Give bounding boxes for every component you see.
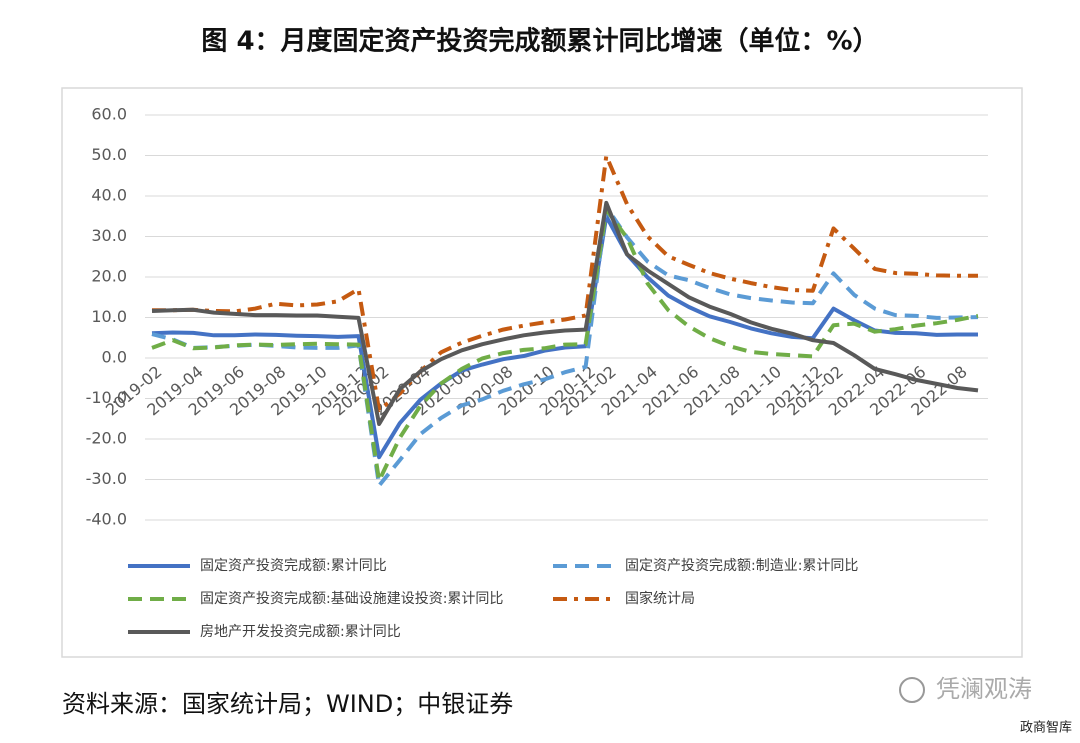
y-tick-label: 10.0	[91, 307, 127, 326]
legend-label: 固定资产投资完成额:基础设施建设投资:累计同比	[200, 590, 503, 607]
series-line	[152, 153, 978, 413]
legend-label: 固定资产投资完成额:累计同比	[200, 558, 387, 574]
y-tick-label: 0.0	[102, 348, 127, 367]
source-note: 资料来源：国家统计局；WIND；中银证券	[62, 690, 513, 718]
chart-title: 图 4：月度固定资产投资完成额累计同比增速（单位：%）	[201, 26, 878, 57]
y-tick-label: -10.0	[86, 388, 127, 407]
legend-label: 房地产开发投资完成额:累计同比	[200, 624, 401, 640]
y-tick-label: 60.0	[91, 105, 127, 124]
chart-frame	[61, 87, 1023, 658]
y-tick-label: -20.0	[86, 429, 127, 448]
watermark-icon	[899, 677, 925, 703]
y-tick-label: 20.0	[91, 267, 127, 286]
y-tick-label: 40.0	[91, 186, 127, 205]
watermark-sub: 政商智库	[1020, 720, 1072, 736]
series-line	[151, 214, 978, 460]
watermark: 凭澜观涛	[936, 675, 1032, 703]
y-tick-label: -30.0	[86, 469, 127, 488]
legend-label: 国家统计局	[625, 590, 695, 607]
legend-label: 固定资产投资完成额:制造业:累计同比	[625, 558, 858, 574]
series-line	[151, 207, 979, 483]
plot: 60.0 50.0 40.0 30.0 20.0 10.0 0.0 -10.0 -20.0 -30…	[86, 105, 988, 640]
y-tick-label: 30.0	[91, 226, 127, 245]
y-tick-label: -40.0	[86, 510, 127, 529]
series-line	[151, 204, 979, 488]
series-line	[151, 200, 979, 426]
y-tick-label: 50.0	[91, 145, 127, 164]
